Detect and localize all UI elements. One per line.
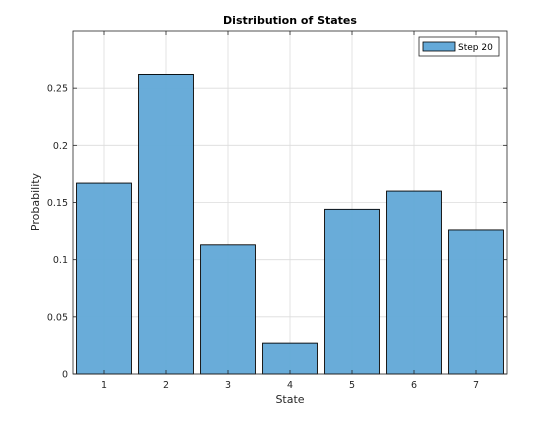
chart-title: Distribution of States <box>223 14 357 27</box>
x-tick-label: 1 <box>101 380 107 391</box>
bar <box>448 229 504 375</box>
x-tick-label: 5 <box>349 380 355 391</box>
bar <box>138 73 194 375</box>
bars <box>76 73 504 375</box>
y-tick-label: 0 <box>62 370 68 381</box>
bar <box>262 342 318 375</box>
x-axis-label: State <box>275 393 304 406</box>
y-tick-label: 0.2 <box>53 141 68 152</box>
axis-ticks: 0 0.05 0.1 0.15 0.2 0.25 1 2 3 4 5 6 7 <box>47 31 507 391</box>
x-tick-label: 2 <box>163 380 169 391</box>
legend-label: Step 20 <box>458 43 493 53</box>
y-tick-label: 0.15 <box>47 198 68 209</box>
legend: Step 20 <box>418 36 500 57</box>
y-tick-label: 0.05 <box>47 312 68 323</box>
y-tick-label: 0.1 <box>53 255 68 266</box>
legend-swatch <box>422 41 456 52</box>
x-tick-label: 4 <box>287 380 293 391</box>
bar <box>76 182 132 375</box>
bar <box>386 190 442 375</box>
y-axis-label: Probability <box>29 172 42 231</box>
bar <box>324 208 380 375</box>
bar <box>200 244 256 375</box>
y-tick-label: 0.25 <box>47 84 68 95</box>
x-tick-label: 3 <box>225 380 231 391</box>
x-tick-label: 7 <box>473 380 479 391</box>
x-tick-label: 6 <box>411 380 417 391</box>
